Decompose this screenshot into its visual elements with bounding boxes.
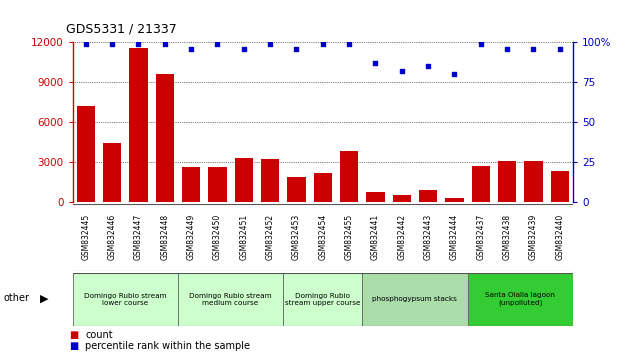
Bar — [208, 167, 227, 202]
Point — [133, 41, 143, 47]
Bar — [366, 192, 385, 202]
Text: GSM832452: GSM832452 — [266, 214, 274, 260]
Point — [317, 41, 328, 47]
Point — [107, 41, 117, 47]
Point — [344, 41, 354, 47]
Text: GSM832443: GSM832443 — [423, 214, 433, 260]
Text: ▶: ▶ — [40, 293, 48, 303]
Text: GSM832447: GSM832447 — [134, 214, 143, 260]
Bar — [178, 273, 283, 326]
Bar — [287, 177, 305, 202]
Bar — [468, 273, 573, 326]
Text: GSM832453: GSM832453 — [292, 214, 301, 260]
Point — [213, 41, 223, 47]
Point — [502, 46, 512, 52]
Text: count: count — [85, 330, 113, 340]
Text: GSM832440: GSM832440 — [555, 214, 564, 260]
Bar — [235, 158, 253, 202]
Bar — [129, 48, 148, 202]
Text: other: other — [3, 293, 29, 303]
Text: phosphogypsum stacks: phosphogypsum stacks — [372, 296, 457, 302]
Text: GSM832441: GSM832441 — [371, 214, 380, 260]
Text: GSM832437: GSM832437 — [476, 214, 485, 260]
Point — [476, 41, 486, 47]
Text: Domingo Rubio stream
medium course: Domingo Rubio stream medium course — [189, 293, 272, 306]
Bar — [524, 161, 543, 202]
Text: Domingo Rubio stream
lower course: Domingo Rubio stream lower course — [84, 293, 167, 306]
Text: Domingo Rubio
stream upper course: Domingo Rubio stream upper course — [285, 293, 360, 306]
Text: percentile rank within the sample: percentile rank within the sample — [85, 341, 250, 351]
Bar — [182, 167, 200, 202]
Text: GSM832438: GSM832438 — [503, 214, 512, 260]
Text: GSM832455: GSM832455 — [345, 214, 353, 260]
Bar — [551, 171, 569, 202]
Text: ■: ■ — [69, 341, 79, 351]
Text: GSM832454: GSM832454 — [318, 214, 327, 260]
Bar — [314, 172, 332, 202]
Text: GSM832444: GSM832444 — [450, 214, 459, 260]
Bar — [498, 161, 516, 202]
Text: ■: ■ — [69, 330, 79, 340]
Text: GDS5331 / 21337: GDS5331 / 21337 — [66, 22, 177, 35]
Point — [449, 72, 459, 77]
Point — [370, 60, 380, 66]
Text: GSM832442: GSM832442 — [398, 214, 406, 260]
Bar — [103, 143, 121, 202]
Bar — [392, 195, 411, 202]
Point — [160, 41, 170, 47]
Text: GSM832451: GSM832451 — [239, 214, 248, 260]
Bar — [362, 273, 468, 326]
Text: Santa Olalla lagoon
(unpolluted): Santa Olalla lagoon (unpolluted) — [485, 292, 555, 306]
Bar — [445, 198, 464, 202]
Point — [528, 46, 538, 52]
Text: GSM832446: GSM832446 — [107, 214, 117, 260]
Point — [186, 46, 196, 52]
Bar — [261, 159, 280, 202]
Bar — [340, 152, 358, 202]
Point — [292, 46, 302, 52]
Text: GSM832445: GSM832445 — [81, 214, 90, 260]
Point — [555, 46, 565, 52]
Point — [423, 64, 433, 69]
Point — [239, 46, 249, 52]
Point — [81, 41, 91, 47]
Text: GSM832450: GSM832450 — [213, 214, 222, 260]
Bar — [471, 166, 490, 202]
Bar — [76, 106, 95, 202]
Text: GSM832448: GSM832448 — [160, 214, 169, 260]
Bar — [419, 190, 437, 202]
Point — [265, 41, 275, 47]
Bar — [155, 74, 174, 202]
Bar — [283, 273, 362, 326]
Text: GSM832439: GSM832439 — [529, 214, 538, 260]
Point — [397, 68, 407, 74]
Text: GSM832449: GSM832449 — [187, 214, 196, 260]
Bar — [73, 273, 178, 326]
